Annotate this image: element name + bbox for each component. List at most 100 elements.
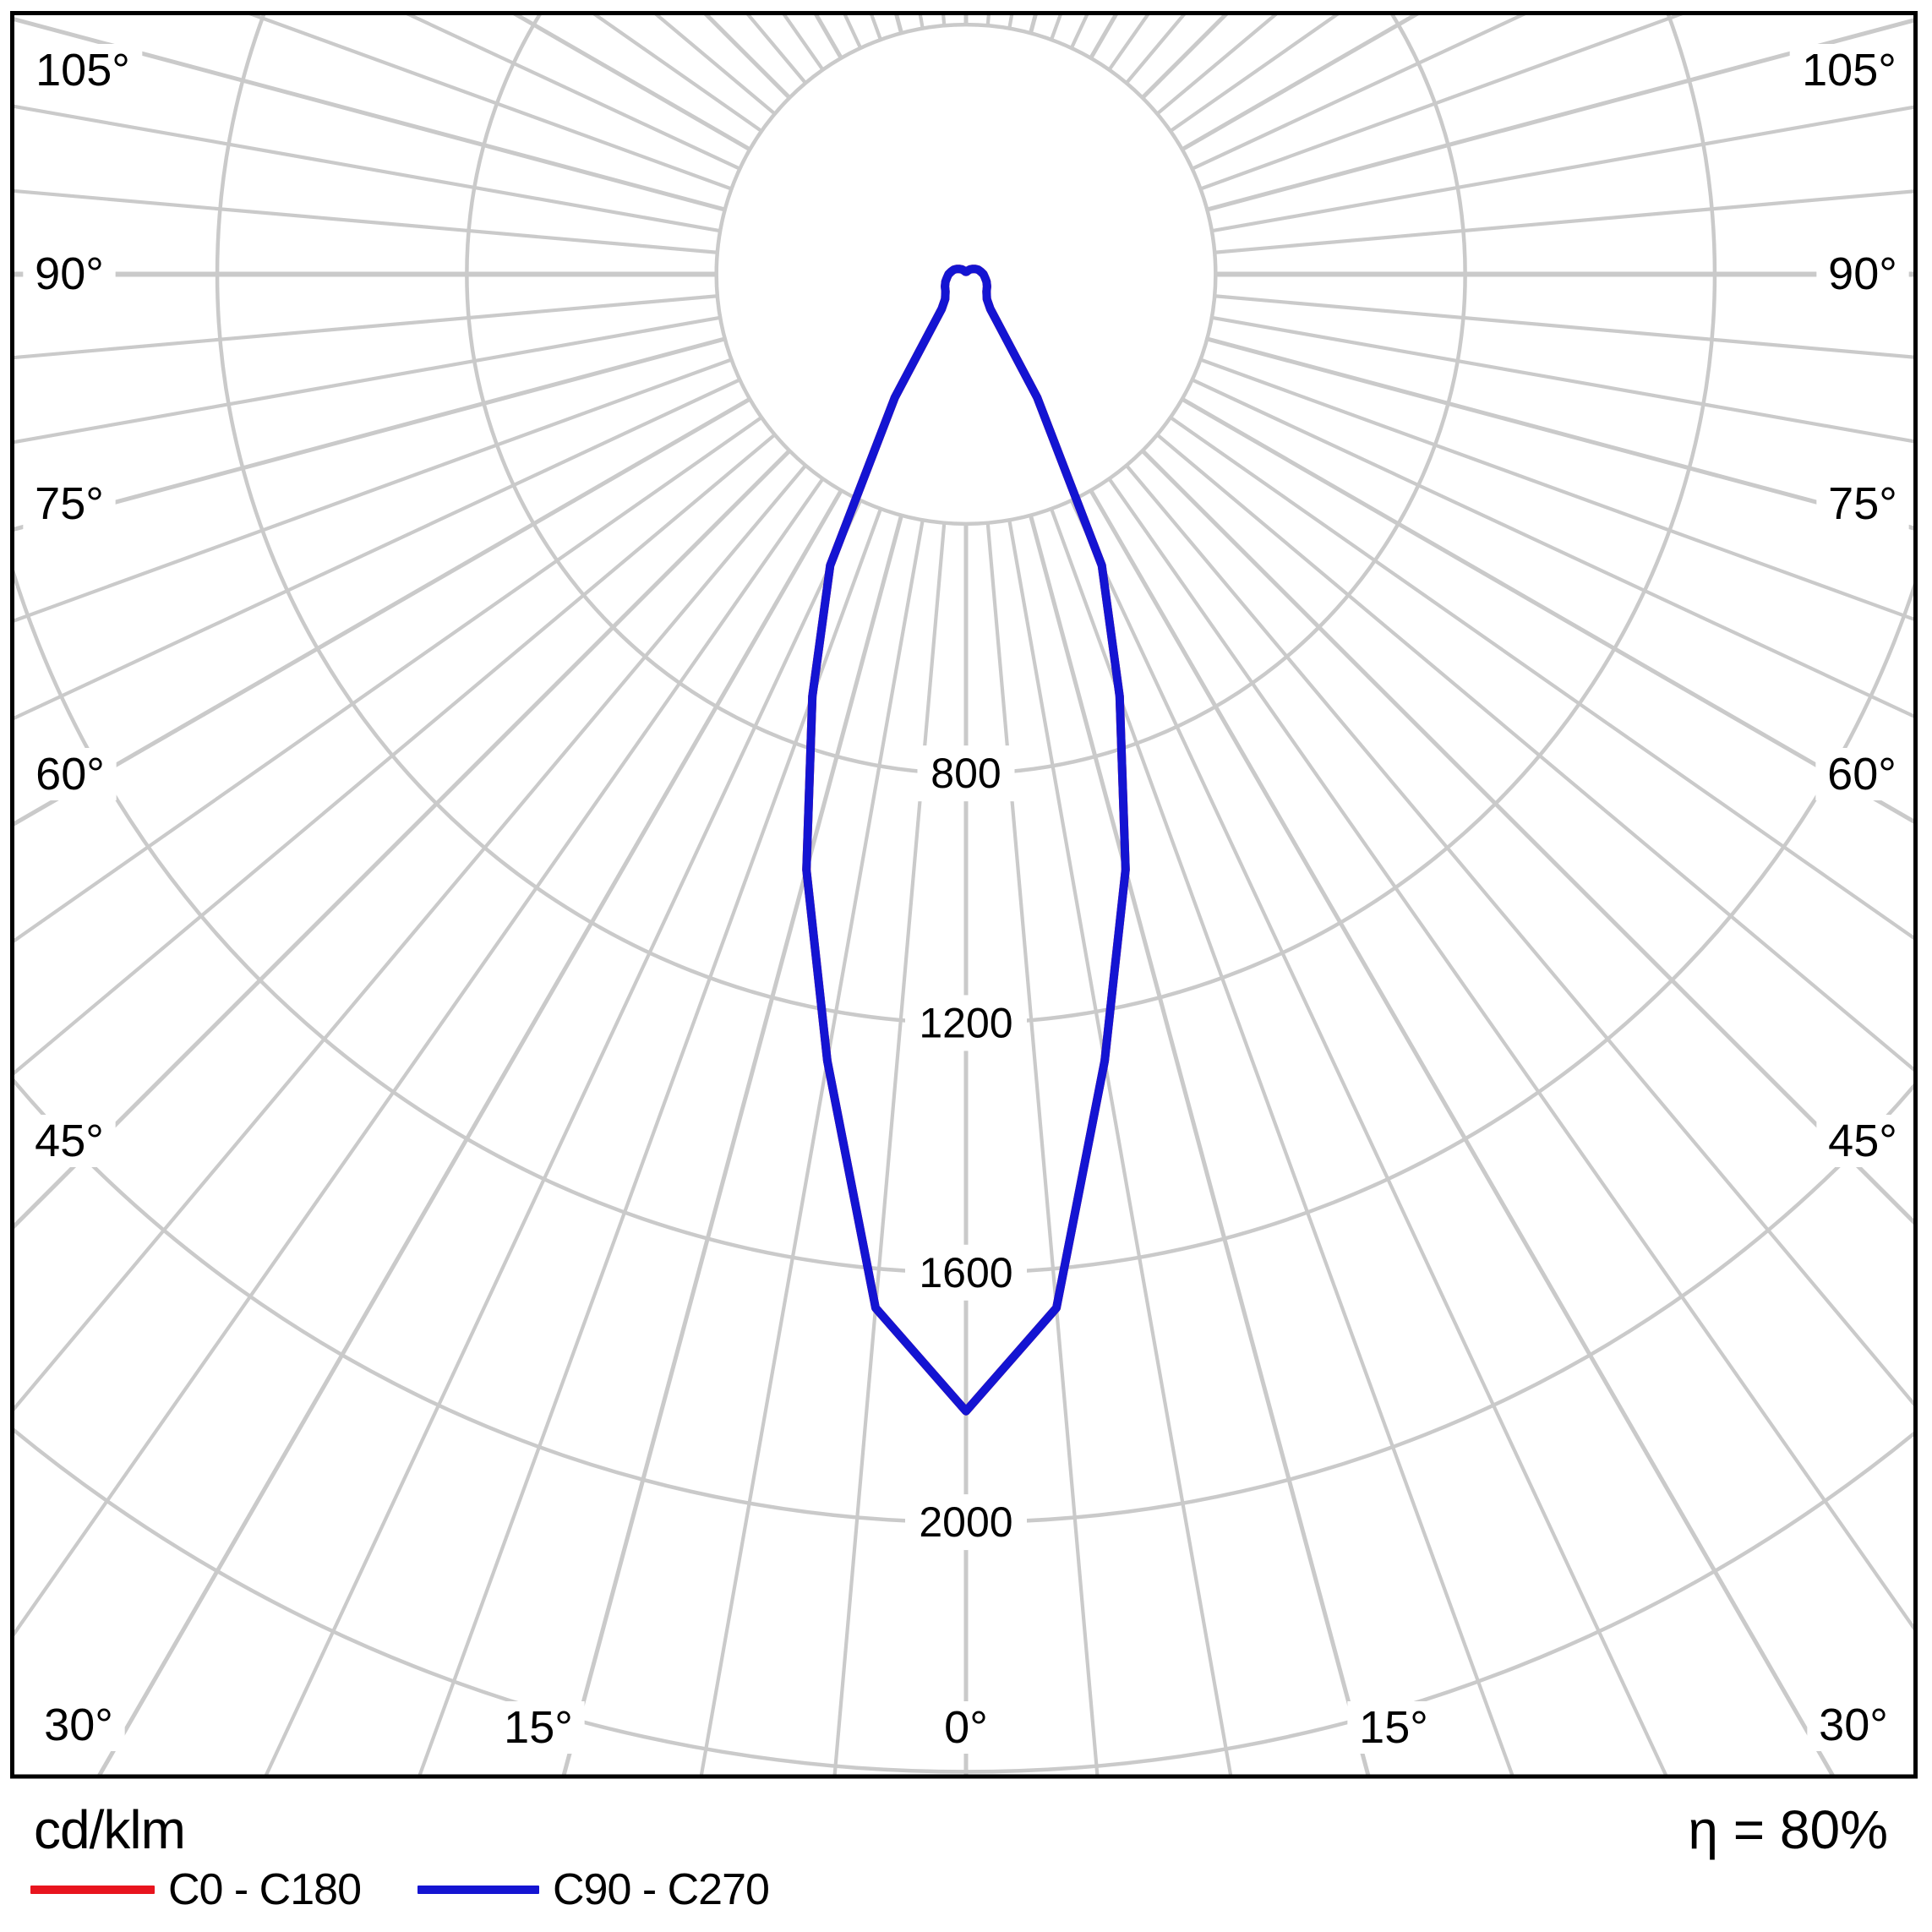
legend-label-c90-c270: C90 - C270 [553,1865,770,1914]
ring-labels: 800 1200 1600 2000 [905,745,1027,1551]
angle-label-mask [1789,44,1909,96]
angle-label: 15° [504,1702,573,1753]
grid-spoke [985,522,1100,1775]
grid-spoke [1029,515,1371,1775]
grid-spoke [14,336,726,532]
grid-spoke [1191,378,1914,718]
efficiency-label: η = 80% [1688,1799,1888,1860]
curve-c90-c270 [802,265,1130,1416]
grid-spoke [97,489,843,1775]
angle-label-mask [23,44,143,96]
angle-label: 105° [35,45,130,96]
angle-label: 45° [1828,1116,1897,1166]
angle-label: 0° [944,1702,988,1753]
grid-spoke [1211,105,1914,233]
grid-spoke [832,522,947,1775]
angle-label: 75° [1828,478,1897,529]
ring-label: 1200 [919,999,1012,1046]
ring-label-mask [905,1494,1027,1551]
angle-label-mask [933,1701,999,1754]
ring-label-mask [905,995,1027,1051]
grid-spoke [1089,489,1835,1775]
grid-spoke [561,515,903,1775]
grid-spoke [1206,18,1914,212]
angle-label-mask [1807,1699,1900,1751]
grid-spoke [1191,14,1527,171]
angle-label: 90° [35,248,104,299]
ring-label: 2000 [919,1498,1012,1546]
grid-spoke [1169,416,1914,941]
legend-item-c0-c180: C0 - C180 [30,1865,362,1914]
grid-spoke [1141,449,1914,1225]
angle-label-mask [32,1699,125,1751]
angle-label-mask [1816,478,1909,530]
angle-label-mask [23,478,116,530]
ring-label-mask [905,1244,1027,1301]
chart-frame [10,11,1918,1779]
grid-spoke [264,499,863,1775]
grid-spoke [1155,433,1914,1072]
grid-spoke [418,508,882,1775]
grid-spoke [14,416,763,943]
angle-label-mask [1816,248,1909,300]
grid-spoke [14,188,718,254]
grid-spoke [14,464,807,1412]
angle-label-mask [492,1701,585,1754]
grid-spoke [1125,464,1914,1407]
angle-label-mask [1816,1115,1909,1167]
grid-spoke [1107,478,1914,1631]
grid-spoke [699,519,925,1775]
grid-spoke [14,396,751,827]
unit-label: cd/klm [34,1799,186,1860]
angle-label-mask [1347,1701,1440,1754]
angle-label: 60° [1827,749,1897,800]
angle-label: 30° [1819,1700,1888,1750]
grid-spoke [14,294,718,360]
grid-spoke [14,104,721,233]
grid-spoke [1181,396,1914,824]
grid-spoke [1050,508,1514,1775]
angle-label-mask [23,248,116,300]
legend: C0 - C180 C90 - C270 [0,1865,1932,1917]
angle-label: 45° [35,1116,104,1166]
ring-label: 1600 [919,1249,1012,1296]
angle-label: 90° [1828,248,1897,299]
grid-spoke [14,315,721,445]
grid-ring-400 [714,22,1218,527]
angle-labels: 105° 90° 75° 60° 45° 30° 105° 90° 75° 60° 45° 30° 15… [23,44,1909,1754]
grid-spoke [1199,14,1684,191]
angle-label: 60° [35,749,105,800]
grid-spoke [1214,294,1914,359]
grid-spoke [14,357,733,623]
c0-c180-line-swatch [30,1886,155,1894]
angle-label: 105° [1802,45,1897,96]
angle-label: 15° [1359,1702,1428,1753]
angle-label-mask [1815,748,1908,800]
grid-spoke [405,14,741,171]
angle-label-mask [23,1115,116,1167]
grid-spoke [248,14,733,191]
grid-spoke [1206,336,1914,531]
legend-label-c0-c180: C0 - C180 [168,1865,362,1914]
legend-item-c90-c270: C90 - C270 [418,1865,770,1914]
grid-spoke [14,449,791,1230]
grid-spoke [1069,499,1668,1775]
angle-label: 75° [35,478,104,529]
angle-label-mask [24,748,117,800]
grid-spoke [1007,519,1233,1775]
grid-spoke [1199,357,1914,621]
grid-ring-2400 [14,1427,1914,1774]
ring-label: 800 [931,750,1001,797]
grid-spoke [14,17,726,212]
angle-label: 30° [44,1700,113,1750]
ring-label-mask [917,745,1015,802]
grid-spoke [1214,189,1914,254]
c90-c270-line-swatch [418,1886,539,1894]
grid-spoke [14,433,777,1076]
grid-spoke [14,378,741,721]
grid-spoke [1211,315,1914,444]
grid-spoke [14,478,825,1637]
